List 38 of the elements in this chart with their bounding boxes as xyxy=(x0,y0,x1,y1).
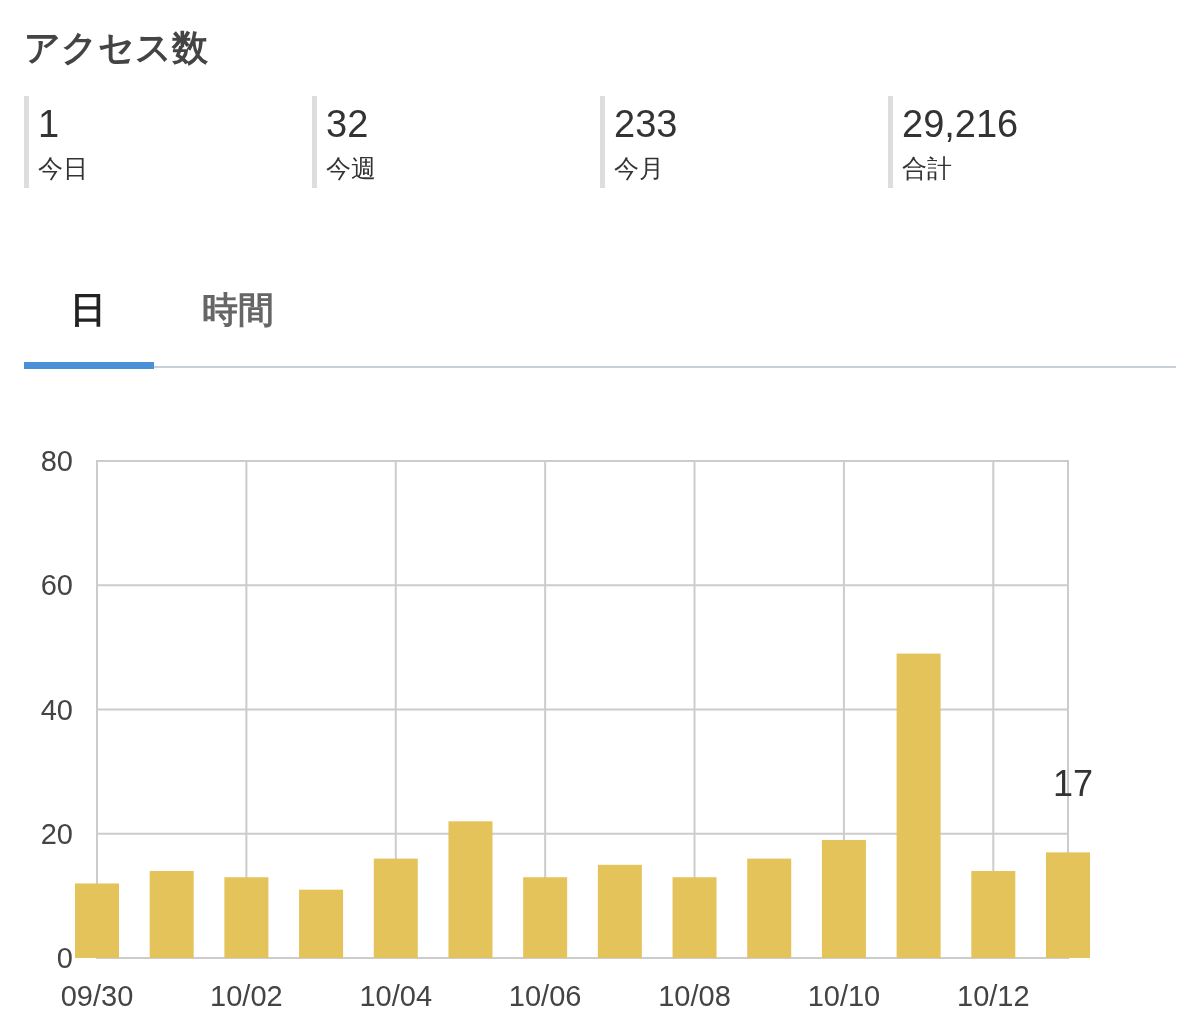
data-label: 17 xyxy=(1052,763,1094,805)
x-tick-label: 10/06 xyxy=(508,980,582,1012)
category-label: 今月 xyxy=(614,154,664,182)
bar xyxy=(747,858,792,958)
bar xyxy=(672,877,717,958)
bar xyxy=(523,877,568,958)
text: 233 xyxy=(614,103,678,145)
bar xyxy=(1046,852,1090,958)
bar xyxy=(149,871,194,958)
x-tick-label: 10/08 xyxy=(658,980,731,1012)
category-label: 今週 xyxy=(326,154,376,182)
bar xyxy=(448,821,493,958)
bar xyxy=(224,877,269,958)
x-tick-label: 10/12 xyxy=(957,980,1030,1012)
x-tick-label: 10/04 xyxy=(359,980,433,1012)
x-tick-label: 10/02 xyxy=(210,980,283,1012)
y-tick-label: 20 xyxy=(40,817,73,850)
y-tick-label: 80 xyxy=(40,445,73,478)
text: 時間 xyxy=(202,289,274,330)
x-tick-label: 09/30 xyxy=(60,980,134,1012)
text: 29,216 xyxy=(902,103,1019,145)
bar xyxy=(896,653,941,958)
category-label: 合計 xyxy=(902,154,952,182)
category-label: 今日 xyxy=(38,154,88,182)
y-tick-label: 60 xyxy=(40,569,73,602)
bar xyxy=(75,883,119,958)
y-tick-label: 0 xyxy=(56,942,73,975)
bar xyxy=(971,871,1016,958)
bar xyxy=(299,889,344,958)
text: 1 xyxy=(38,103,60,145)
text: 日 xyxy=(70,289,106,330)
text: 32 xyxy=(326,103,369,145)
bar xyxy=(597,864,642,958)
y-tick-label: 40 xyxy=(40,693,73,726)
bar xyxy=(373,858,418,958)
x-tick-label: 10/10 xyxy=(807,980,881,1012)
bar xyxy=(821,839,866,958)
text: アクセス数 xyxy=(24,27,209,68)
